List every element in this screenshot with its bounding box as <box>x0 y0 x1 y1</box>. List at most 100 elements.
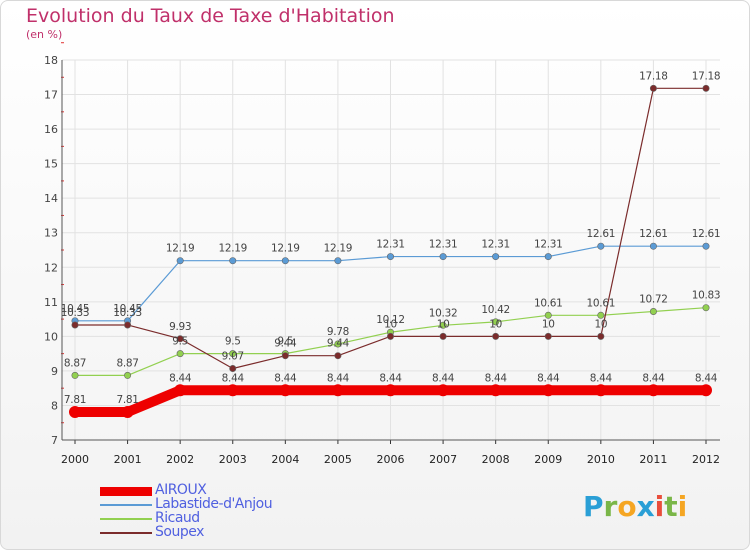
data-label: 12.61 <box>692 228 721 240</box>
data-point <box>649 84 657 92</box>
data-label: 8.44 <box>222 372 245 384</box>
data-label: 8.44 <box>432 372 455 384</box>
data-point <box>544 311 552 319</box>
data-label: 10.61 <box>587 297 616 309</box>
data-point <box>544 332 552 340</box>
data-label: 8.44 <box>537 372 560 384</box>
data-label: 17.18 <box>639 70 668 82</box>
y-tick-label: 7 <box>51 434 58 447</box>
data-label: 8.44 <box>642 372 665 384</box>
data-label: 9.44 <box>274 338 297 350</box>
legend-label: Ricaud <box>155 510 200 526</box>
data-point <box>69 406 81 419</box>
data-point <box>702 304 710 312</box>
data-point <box>281 257 289 265</box>
logo-letter: o <box>617 490 637 523</box>
data-label: 10 <box>594 318 607 330</box>
data-label: 9.07 <box>222 350 244 362</box>
data-point <box>71 371 79 379</box>
data-point <box>176 350 184 358</box>
y-tick-label: 18 <box>44 54 58 67</box>
data-point <box>437 384 450 397</box>
data-point <box>492 318 500 326</box>
data-label: 12.61 <box>587 228 616 240</box>
data-point <box>174 384 187 397</box>
logo-letter: i <box>654 490 665 523</box>
data-label: 12.19 <box>218 243 247 255</box>
data-point <box>334 340 342 348</box>
x-tick-label: 2004 <box>271 453 299 466</box>
data-point <box>229 350 237 358</box>
data-point <box>489 384 502 397</box>
data-label: 10.72 <box>639 293 668 305</box>
data-label: 9.78 <box>327 326 349 338</box>
data-point <box>492 253 500 261</box>
data-point <box>439 321 447 329</box>
data-label: 8.44 <box>169 372 192 384</box>
data-point <box>124 321 132 329</box>
data-point <box>229 364 237 372</box>
proxiti-logo: Proxiti <box>583 490 687 523</box>
legend-swatch <box>100 504 152 506</box>
data-label: 10 <box>384 318 397 330</box>
y-tick-label: 16 <box>44 123 58 136</box>
data-label: 12.19 <box>166 243 195 255</box>
data-point <box>597 332 605 340</box>
data-label: 9.44 <box>327 338 350 350</box>
data-label: 8.87 <box>116 357 138 369</box>
x-tick-label: 2006 <box>377 453 405 466</box>
x-tick-label: 2008 <box>482 453 510 466</box>
y-tick-label: 13 <box>44 227 58 240</box>
x-tick-label: 2002 <box>166 453 194 466</box>
y-tick-label: 15 <box>44 158 58 171</box>
data-label: 10.33 <box>61 307 90 319</box>
data-label: 10 <box>542 318 555 330</box>
data-point <box>542 384 555 397</box>
data-point <box>439 332 447 340</box>
data-label: 12.61 <box>639 228 668 240</box>
data-point <box>649 242 657 250</box>
legend-label: Soupex <box>155 524 204 540</box>
data-label: 8.44 <box>590 372 613 384</box>
x-tick-label: 2012 <box>692 453 720 466</box>
x-tick-label: 2010 <box>587 453 615 466</box>
data-label: 9.5 <box>225 336 241 348</box>
logo-letter: i <box>677 490 688 523</box>
logo-letter: r <box>603 490 618 523</box>
data-point <box>647 384 660 397</box>
data-label: 8.87 <box>64 357 86 369</box>
data-label: 12.31 <box>481 239 510 251</box>
logo-letter: t <box>664 490 678 523</box>
y-tick-label: 10 <box>44 330 58 343</box>
data-point <box>702 84 710 92</box>
data-label: 10.33 <box>113 307 142 319</box>
data-label: 9.93 <box>169 321 191 333</box>
data-label: 10.61 <box>534 297 563 309</box>
data-label: 7.81 <box>64 394 86 406</box>
data-label: 10.45 <box>113 303 142 315</box>
data-label: 12.19 <box>271 243 300 255</box>
y-tick-label: 11 <box>44 296 58 309</box>
data-point <box>124 371 132 379</box>
data-label: 10.32 <box>429 307 458 319</box>
legend-label: Labastide-d'Anjou <box>155 496 273 512</box>
data-point <box>597 242 605 250</box>
data-point <box>544 253 552 261</box>
logo-letter: x <box>636 490 655 523</box>
legend-swatch <box>100 486 152 496</box>
x-tick-label: 2001 <box>114 453 142 466</box>
y-tick-label: 8 <box>51 399 58 412</box>
data-label: 12.31 <box>376 239 405 251</box>
data-label: 9.5 <box>277 336 293 348</box>
data-point <box>334 257 342 265</box>
data-label: 10 <box>437 318 450 330</box>
data-point <box>71 321 79 329</box>
data-point <box>121 406 134 419</box>
x-tick-label: 2005 <box>324 453 352 466</box>
data-point <box>331 384 344 397</box>
data-label: 12.31 <box>429 239 458 251</box>
data-point <box>386 332 394 340</box>
data-point <box>226 384 239 397</box>
data-point <box>649 307 657 315</box>
